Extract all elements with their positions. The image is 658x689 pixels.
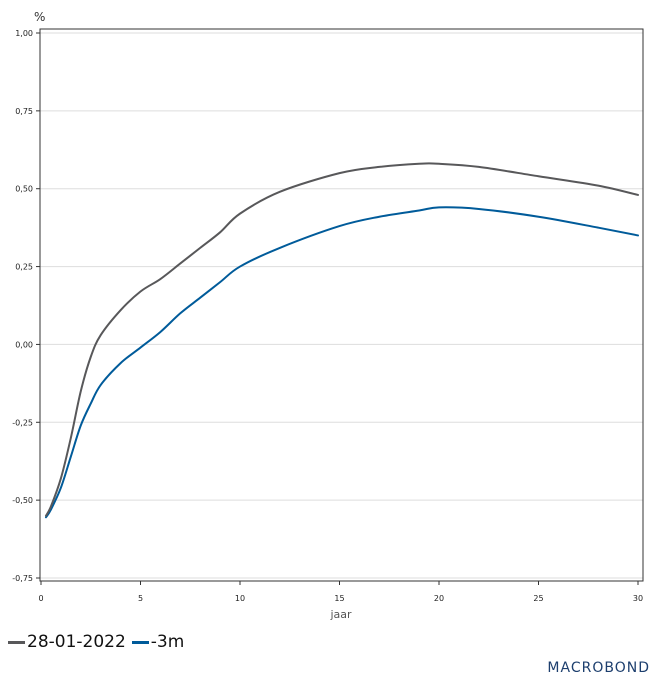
x-tick-label: 30 <box>633 594 643 603</box>
series-line-3m <box>44 206 639 519</box>
x-tick-label: 5 <box>138 594 143 603</box>
legend-label-3m: -3m <box>150 632 185 652</box>
x-tick-label: 0 <box>38 594 43 603</box>
y-tick-label: -0,75 <box>12 574 33 583</box>
y-tick-label: 0,75 <box>15 107 33 116</box>
y-tick-label: -0,25 <box>12 418 33 427</box>
plot-frame <box>39 28 644 582</box>
x-axis: 0 5 10 15 20 25 30 <box>38 581 643 603</box>
macrobond-logo: MACROBOND <box>547 660 650 676</box>
x-tick-label: 25 <box>533 594 543 603</box>
x-tick-label: 20 <box>434 594 444 603</box>
y-axis: -0,75 -0,50 -0,25 0,00 0,25 0,50 0,75 1,00 <box>12 29 40 583</box>
legend: 28-01-2022 -3m <box>8 632 184 652</box>
series-lines <box>44 162 639 519</box>
gridlines <box>40 32 643 579</box>
x-tick-label: 10 <box>235 594 245 603</box>
series-line-current <box>44 162 639 517</box>
y-tick-label: 0,00 <box>15 340 33 349</box>
x-axis-title: jaar <box>329 608 352 621</box>
legend-item-current[interactable]: 28-01-2022 <box>8 632 126 652</box>
legend-swatch-current <box>8 640 25 644</box>
legend-swatch-3m <box>131 640 149 644</box>
y-tick-label: 0,25 <box>15 263 33 272</box>
y-tick-label: -0,50 <box>12 496 33 505</box>
legend-label-current: 28-01-2022 <box>27 632 126 652</box>
legend-item-3m[interactable]: -3m <box>131 632 185 652</box>
y-tick-label: 1,00 <box>15 29 33 38</box>
x-tick-label: 15 <box>334 594 344 603</box>
y-tick-label: 0,50 <box>15 185 33 194</box>
y-unit-label: % <box>34 10 45 24</box>
